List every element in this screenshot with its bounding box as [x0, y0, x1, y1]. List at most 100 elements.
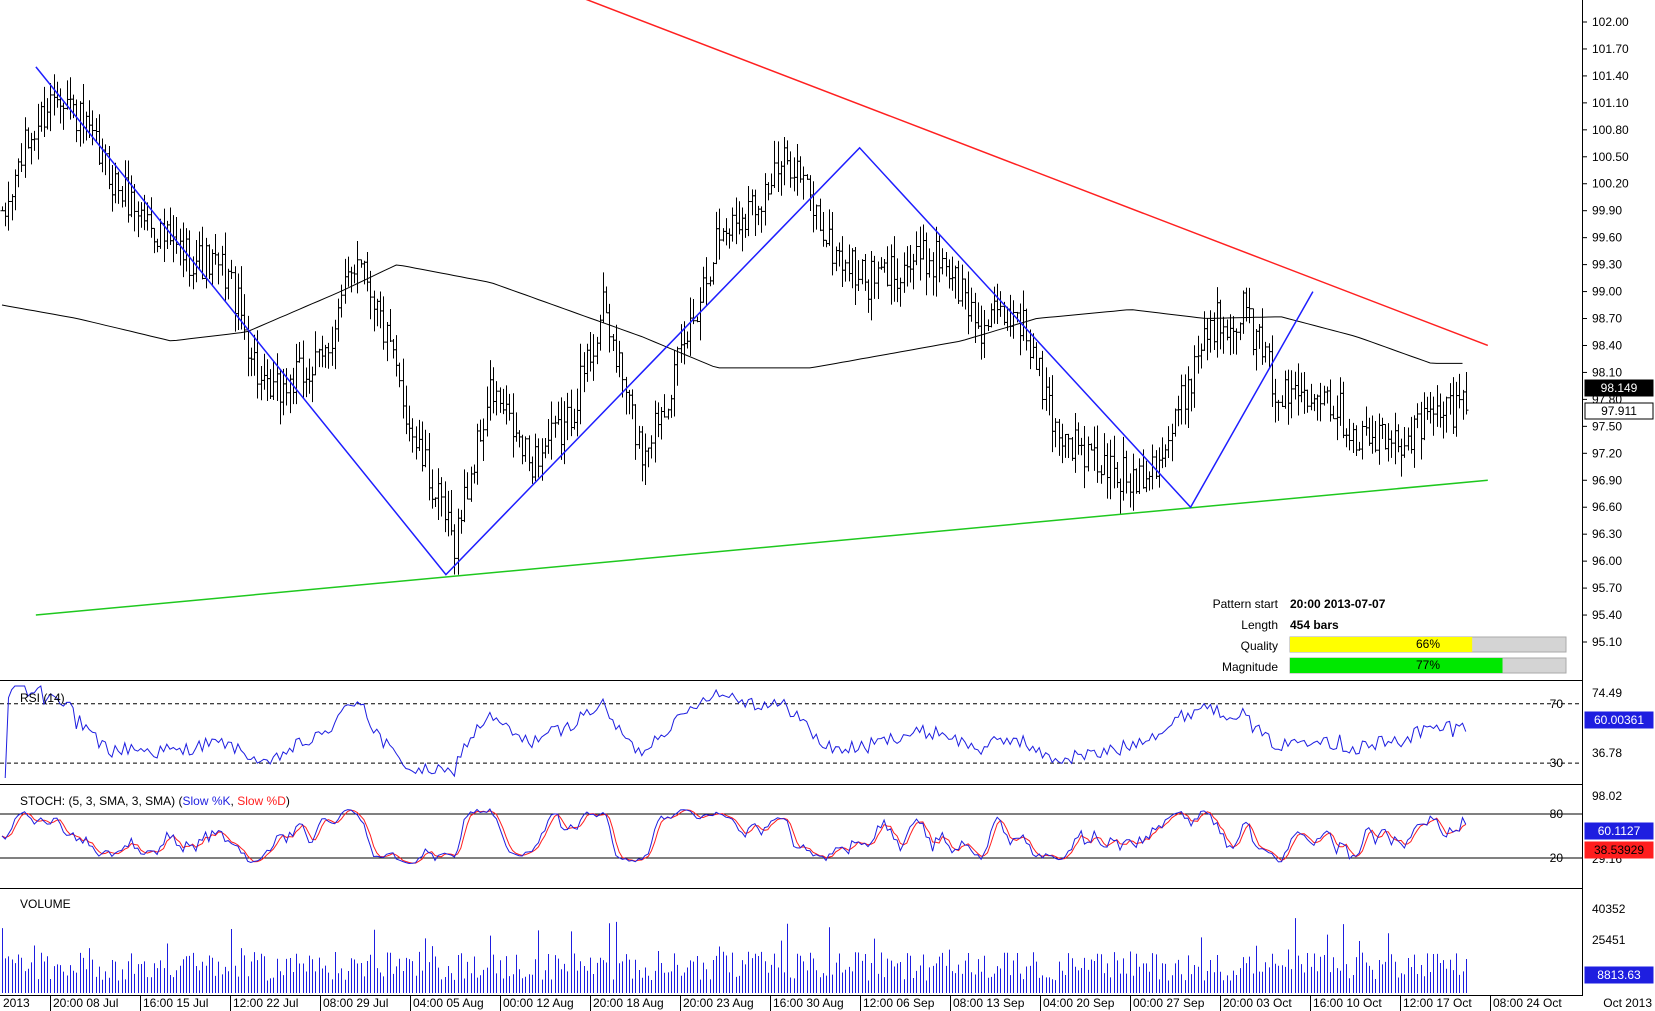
price-bar [843, 259, 848, 282]
stoch-legend-close: ) [286, 794, 290, 808]
stoch-level-label: 20 [1550, 851, 1564, 865]
svg-text:98.149: 98.149 [1601, 381, 1638, 395]
price-bar [1318, 382, 1323, 422]
pattern-info: Pattern start 20:00 2013-07-07 Length 45… [1213, 597, 1567, 674]
price-bar [494, 381, 499, 416]
volume-panel: 40352 25451 VOLUME [2, 897, 1626, 993]
price-bar [1276, 399, 1281, 421]
pattern-length-value: 454 bars [1290, 618, 1339, 632]
quality-label: Quality [1241, 639, 1278, 653]
svg-text:60.00361: 60.00361 [1594, 713, 1644, 727]
pattern-start-value: 20:00 2013-07-07 [1290, 597, 1386, 611]
price-bar [410, 418, 415, 453]
price-bar [914, 231, 919, 266]
svg-text:8813.63: 8813.63 [1597, 968, 1641, 982]
price-tick-label: 99.30 [1592, 258, 1622, 272]
moving-average-line [1, 264, 1463, 369]
pattern-start-label: Pattern start [1213, 597, 1279, 611]
price-bar [523, 436, 528, 462]
price-bar [1137, 458, 1142, 495]
rsi-value-box: 60.00361 [1584, 711, 1654, 729]
price-bar [885, 246, 890, 287]
price-bar [61, 102, 66, 130]
price-bar [1415, 403, 1420, 429]
price-bar [1150, 444, 1155, 490]
price-tick-label: 95.70 [1592, 581, 1622, 595]
price-tick-label: 96.90 [1592, 473, 1622, 487]
svg-text:60.1127: 60.1127 [1598, 824, 1641, 838]
price-bar [607, 303, 612, 353]
x-tick-label: 12:00 17 Oct [1403, 996, 1472, 1010]
price-bar [772, 140, 777, 189]
x-tick-label: 20:00 08 Jul [53, 996, 118, 1010]
price-bar [927, 248, 932, 278]
price-bar [1066, 433, 1071, 458]
price-bar [1221, 316, 1226, 354]
price-tick-label: 101.10 [1592, 96, 1629, 110]
x-tick-label: 12:00 06 Sep [863, 996, 935, 1010]
price-tick-label: 101.40 [1592, 69, 1629, 83]
volume-value-box: 8813.63 [1584, 966, 1654, 984]
x-tick-label: 12:00 22 Jul [233, 996, 298, 1010]
quality-bar [1290, 637, 1473, 652]
resistance-trendline [585, 0, 1489, 347]
x-tick-label: Oct 2013 [1603, 996, 1652, 1010]
price-bar [746, 185, 751, 237]
price-tick-label: 95.40 [1592, 608, 1622, 622]
price-bar [856, 260, 861, 291]
price-bar [200, 226, 205, 280]
rsi-level-label: 30 [1550, 756, 1564, 770]
svg-text:97.911: 97.911 [1601, 404, 1637, 418]
svg-text:STOCH: (5, 3, SMA, 3, SMA) (Sl: STOCH: (5, 3, SMA, 3, SMA) (Slow %K, Slo… [20, 794, 290, 808]
magnitude-value: 77% [1416, 658, 1440, 672]
price-bar [565, 392, 570, 441]
price-tick-label: 96.60 [1592, 500, 1622, 514]
price-tick-label: 95.10 [1592, 635, 1622, 649]
stoch-k-value-box: 60.1127 [1584, 822, 1654, 840]
price-bar [271, 360, 276, 400]
price-bar [355, 241, 360, 294]
price-bar [633, 404, 638, 460]
price-bar [759, 206, 764, 233]
stoch-d-legend: Slow %D [237, 794, 286, 808]
price-bar [1108, 439, 1113, 500]
price-bar [591, 334, 596, 381]
price-bar [536, 438, 541, 478]
price-tick-label: 98.10 [1592, 365, 1622, 379]
price-bar [423, 429, 428, 468]
magnitude-label: Magnitude [1222, 660, 1278, 674]
x-tick-label: 08:00 13 Sep [953, 996, 1025, 1010]
price-tick-label: 100.50 [1592, 150, 1629, 164]
price-panel: 102.00 101.70 101.40 101.10 100.80 100.50 100.… [0, 0, 1629, 995]
price-bar [19, 143, 24, 172]
price-bar [649, 435, 654, 459]
price-bar [1082, 426, 1087, 489]
svg-text:38.53929: 38.53929 [1594, 843, 1644, 857]
price-bar [1464, 371, 1469, 415]
stoch-d-line [1, 809, 1467, 864]
price-bar [898, 277, 903, 307]
price-bar [1011, 300, 1016, 339]
support-trendline [35, 479, 1488, 616]
volume-tick-label: 40352 [1592, 902, 1626, 916]
price-tick-label: 98.40 [1592, 338, 1622, 352]
price-bar [1166, 426, 1171, 458]
x-tick-label: 16:00 15 Jul [143, 996, 208, 1010]
price-bar [801, 166, 806, 200]
price-bar [675, 346, 680, 386]
price-bar [1179, 374, 1184, 425]
price-bar [1040, 350, 1045, 410]
price-bar [1124, 450, 1129, 494]
rsi-tick-label: 36.78 [1592, 746, 1622, 760]
x-tick-label: 20:00 03 Oct [1223, 996, 1292, 1010]
price-bar [578, 343, 583, 425]
price-bar [1402, 426, 1407, 458]
price-bar [326, 342, 331, 369]
rsi-title: RSI (14) [20, 691, 65, 705]
price-bar [313, 331, 318, 376]
price-tick-label: 100.20 [1592, 177, 1629, 191]
price-bar [6, 181, 11, 231]
price-bar [368, 270, 373, 320]
price-tick-label: 97.50 [1592, 419, 1622, 433]
